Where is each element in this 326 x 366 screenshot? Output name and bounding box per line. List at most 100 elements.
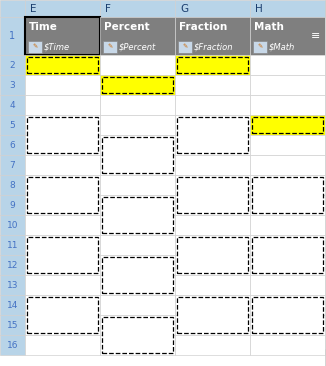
Bar [175, 195, 250, 215]
Text: 4: 4 [10, 101, 15, 109]
Bar [25, 255, 100, 275]
Bar [25, 135, 100, 155]
Text: ✎: ✎ [32, 45, 37, 49]
Text: Math: Math [254, 22, 284, 32]
Bar [100, 315, 175, 335]
Bar [252, 237, 323, 273]
Bar [25, 335, 100, 355]
Bar [250, 0, 325, 17]
Bar [103, 41, 117, 53]
Bar [102, 137, 173, 173]
Bar [177, 177, 248, 213]
Text: ✎: ✎ [257, 45, 263, 49]
Bar [100, 255, 175, 275]
Text: E: E [30, 4, 37, 14]
Bar [0, 315, 25, 335]
Bar [28, 41, 42, 53]
Bar [175, 235, 250, 255]
Bar [0, 0, 25, 17]
Text: G: G [180, 4, 188, 14]
Text: 9: 9 [10, 201, 15, 209]
Bar [102, 77, 173, 93]
Bar [102, 197, 173, 233]
Bar [175, 335, 250, 355]
Bar [175, 275, 250, 295]
Bar [175, 315, 250, 335]
Bar [102, 257, 173, 293]
Bar [178, 41, 192, 53]
Bar [175, 55, 250, 75]
Bar [100, 175, 175, 195]
Bar [25, 175, 100, 195]
Text: Percent: Percent [104, 22, 150, 32]
Bar [25, 17, 100, 55]
Bar [100, 155, 175, 175]
Text: $Fraction: $Fraction [194, 42, 233, 52]
Bar [0, 255, 25, 275]
Bar [177, 57, 248, 73]
Bar [250, 55, 325, 75]
Bar [100, 75, 175, 95]
Bar [175, 155, 250, 175]
Bar [0, 75, 25, 95]
Bar [252, 177, 323, 213]
Bar [250, 17, 325, 55]
Bar [100, 55, 175, 75]
Bar [175, 135, 250, 155]
Text: F: F [105, 4, 111, 14]
Bar [250, 215, 325, 235]
Text: 8: 8 [10, 180, 15, 190]
Bar [252, 297, 323, 333]
Bar [0, 95, 25, 115]
Text: 7: 7 [10, 161, 15, 169]
Bar [100, 195, 175, 215]
Bar [100, 0, 175, 17]
Bar [27, 177, 98, 213]
Bar [25, 95, 100, 115]
Text: 11: 11 [7, 240, 18, 250]
Bar [25, 295, 100, 315]
Text: Time: Time [29, 22, 58, 32]
Bar [0, 235, 25, 255]
Bar [0, 275, 25, 295]
Bar [253, 41, 267, 53]
Text: 2: 2 [10, 60, 15, 70]
Bar [250, 115, 325, 135]
Text: $Time: $Time [44, 42, 70, 52]
Bar [0, 215, 25, 235]
Bar [252, 117, 323, 133]
Bar [175, 0, 250, 17]
Bar [0, 295, 25, 315]
Bar [100, 295, 175, 315]
Bar [25, 315, 100, 335]
Text: H: H [255, 4, 263, 14]
Text: 16: 16 [7, 340, 18, 350]
Bar [25, 75, 100, 95]
Text: 12: 12 [7, 261, 18, 269]
Text: 10: 10 [7, 220, 18, 229]
Bar [325, 0, 326, 17]
Bar [25, 155, 100, 175]
Bar [100, 215, 175, 235]
Text: 1: 1 [9, 31, 16, 41]
Bar [175, 295, 250, 315]
Bar [250, 235, 325, 255]
Bar [0, 55, 25, 75]
Bar [175, 215, 250, 235]
Bar [100, 17, 175, 55]
Bar [25, 215, 100, 235]
Bar [100, 235, 175, 255]
Text: ✎: ✎ [107, 45, 112, 49]
Text: ✎: ✎ [182, 45, 188, 49]
Bar [250, 335, 325, 355]
Text: ≡: ≡ [311, 31, 320, 41]
Bar [100, 115, 175, 135]
Bar [25, 115, 100, 135]
Text: Fraction: Fraction [179, 22, 227, 32]
Bar [27, 117, 98, 153]
Text: 13: 13 [7, 280, 18, 290]
Bar [100, 135, 175, 155]
Bar [175, 95, 250, 115]
Bar [27, 237, 98, 273]
Bar [250, 195, 325, 215]
